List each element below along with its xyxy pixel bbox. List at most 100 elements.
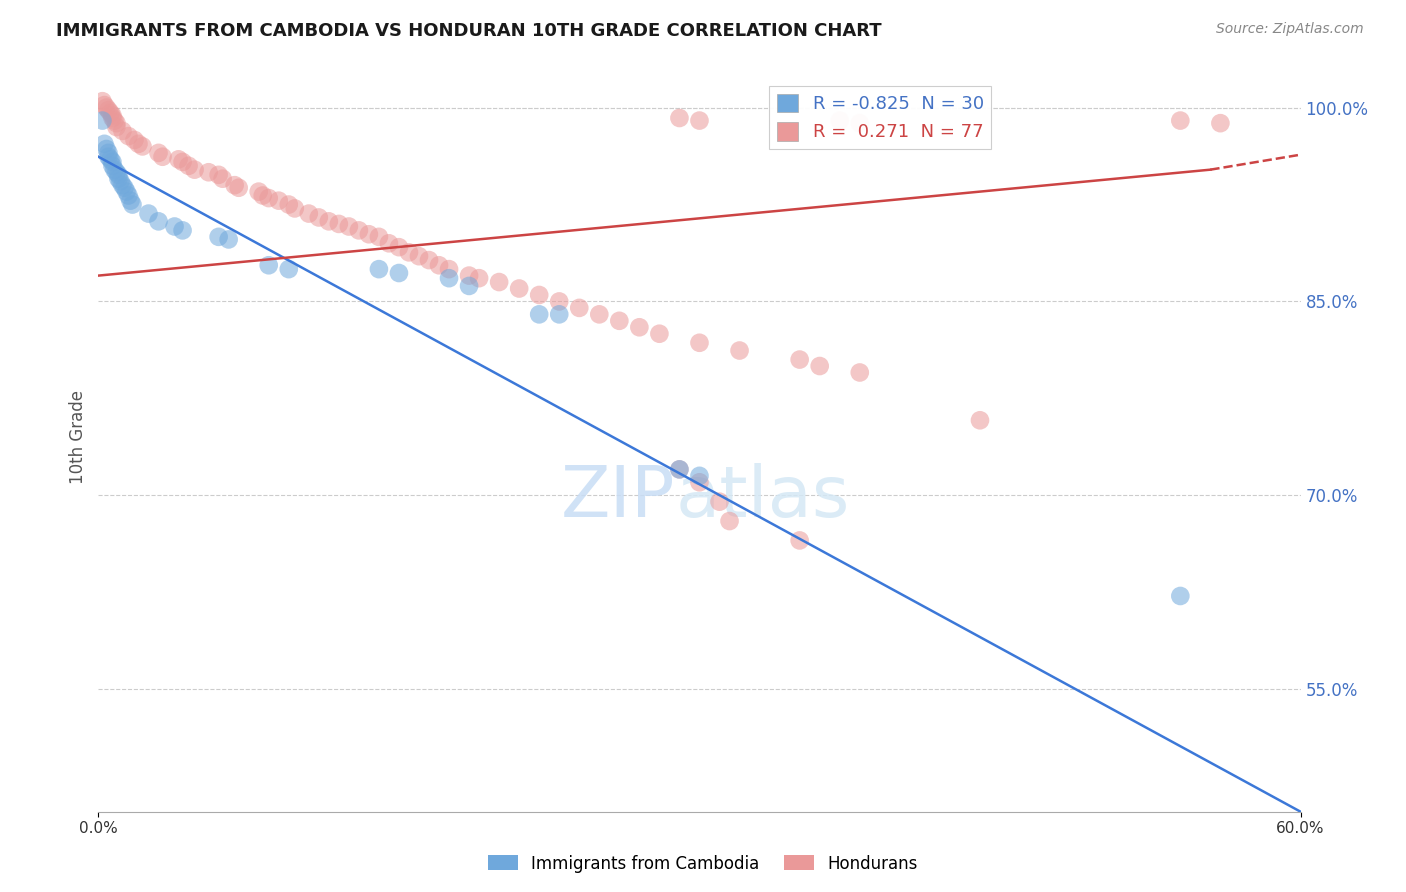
Point (97, 145, 120, 160)
Point (488, 275, 510, 289)
Point (96, 142, 118, 156)
Point (318, 214, 340, 228)
Point (267, 194, 290, 208)
Point (110, 174, 132, 188)
Point (208, 168, 231, 182)
Point (789, 533, 811, 548)
Point (849, 366, 872, 380)
Point (93, 98, 115, 112)
Point (1389, 139, 1406, 153)
Point (172, 155, 194, 169)
Legend: Immigrants from Cambodia, Hondurans: Immigrants from Cambodia, Hondurans (481, 848, 925, 880)
Text: atlas: atlas (675, 463, 849, 532)
Point (1209, 116, 1232, 130)
Point (105, 165, 128, 179)
Point (177, 159, 200, 173)
Point (668, 111, 690, 125)
Point (257, 191, 280, 205)
Point (668, 462, 690, 476)
Point (458, 268, 481, 283)
Point (117, 188, 139, 202)
Point (609, 314, 631, 328)
Point (107, 171, 129, 186)
Point (96, 101, 118, 115)
Point (308, 211, 330, 225)
Point (588, 307, 610, 321)
Point (97, 103, 120, 118)
Point (103, 162, 125, 177)
Point (718, 514, 741, 528)
Point (100, 105, 122, 120)
Point (648, 326, 671, 341)
Point (105, 120, 128, 134)
Point (347, 223, 370, 237)
Point (148, 214, 170, 228)
Point (152, 150, 174, 164)
Point (357, 227, 380, 242)
Point (111, 124, 134, 138)
Point (828, 113, 851, 128)
Text: ZIP: ZIP (561, 463, 675, 532)
Point (437, 271, 460, 285)
Point (107, 168, 129, 182)
Text: IMMIGRANTS FROM CAMBODIA VS HONDURAN 10TH GRADE CORRELATION CHART: IMMIGRANTS FROM CAMBODIA VS HONDURAN 10T… (56, 22, 882, 40)
Point (93, 136, 115, 151)
Legend: R = -0.825  N = 30, R =  0.271  N = 77: R = -0.825 N = 30, R = 0.271 N = 77 (769, 87, 991, 149)
Point (284, 202, 307, 216)
Point (111, 178, 134, 193)
Point (128, 136, 150, 151)
Point (197, 165, 219, 179)
Point (437, 262, 460, 277)
Point (408, 249, 430, 263)
Point (548, 294, 571, 309)
Point (105, 116, 128, 130)
Point (121, 197, 143, 211)
Point (458, 279, 481, 293)
Point (548, 307, 571, 321)
Point (100, 153, 122, 167)
Point (131, 139, 153, 153)
Point (101, 111, 124, 125)
Point (91, 113, 114, 128)
Point (398, 245, 420, 260)
Point (101, 155, 124, 169)
Point (689, 113, 711, 128)
Point (508, 281, 530, 295)
Point (97, 150, 120, 164)
Point (668, 462, 690, 476)
Point (789, 352, 811, 367)
Point (101, 108, 124, 122)
Point (298, 206, 321, 220)
Text: Source: ZipAtlas.com: Source: ZipAtlas.com (1216, 22, 1364, 37)
Point (689, 475, 711, 490)
Point (1170, 589, 1192, 603)
Point (388, 266, 411, 280)
Point (418, 253, 440, 268)
Point (689, 335, 711, 350)
Point (172, 223, 194, 237)
Point (138, 206, 160, 220)
Point (849, 116, 872, 130)
Point (148, 145, 170, 160)
Point (120, 194, 142, 208)
Point (689, 468, 711, 483)
Point (628, 320, 651, 334)
Point (709, 494, 731, 508)
Point (114, 180, 136, 194)
Point (468, 271, 491, 285)
Point (124, 133, 146, 147)
Point (247, 185, 270, 199)
Point (183, 162, 205, 177)
Point (368, 262, 391, 277)
Point (378, 236, 401, 251)
Point (228, 180, 250, 194)
Point (211, 171, 233, 186)
Point (277, 262, 299, 277)
Point (208, 230, 231, 244)
Point (91, 94, 114, 108)
Point (218, 232, 240, 246)
Point (115, 185, 138, 199)
Point (117, 129, 139, 144)
Point (277, 197, 299, 211)
Point (103, 113, 125, 128)
